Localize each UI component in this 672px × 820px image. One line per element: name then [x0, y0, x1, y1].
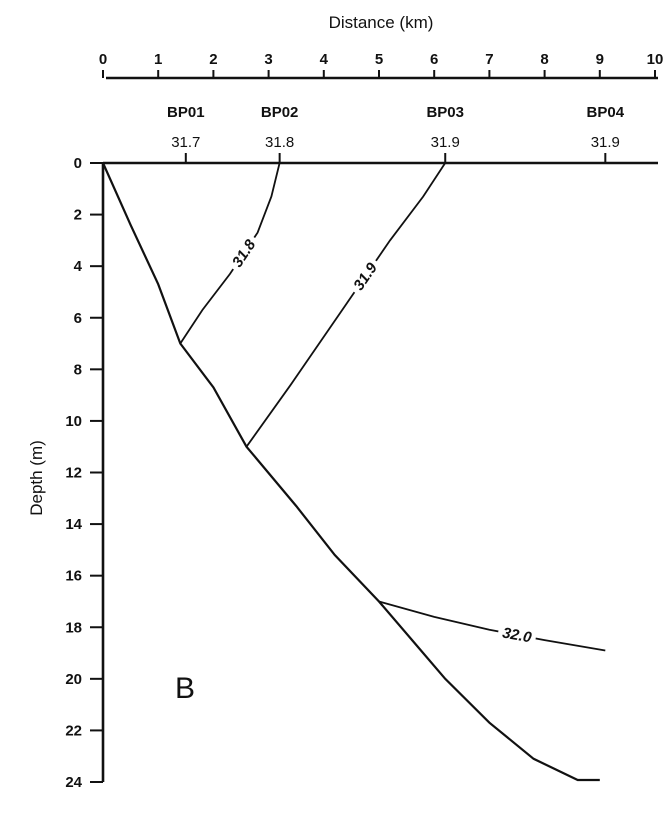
x-tick-label: 5 [375, 51, 383, 68]
panel-label: B [175, 672, 195, 705]
station-value-label: 31.9 [591, 134, 620, 151]
contour-line-31-9 [245, 162, 446, 448]
station-name-label: BP02 [261, 104, 299, 121]
contour-line-31-8 [179, 162, 281, 344]
x-axis-ticks: 0 1 2 3 4 5 6 7 8 9 10 [99, 51, 664, 78]
station-name-label: BP03 [426, 104, 464, 121]
y-tick-label: 16 [65, 568, 82, 585]
y-tick-label: 0 [74, 155, 82, 172]
contour-label-gap [496, 621, 538, 649]
x-tick-label: 2 [209, 51, 217, 68]
isohaline-contours: 31.831.932.0 [179, 162, 606, 652]
y-tick-label: 24 [65, 774, 82, 791]
contour-line-32-0 [378, 600, 606, 652]
x-axis-title: Distance (km) [329, 13, 434, 32]
contour-label: 32.0 [501, 624, 533, 646]
y-tick-label: 4 [74, 258, 83, 275]
station-markers: BP01 31.7 BP02 31.8 BP03 31.9 BP04 31.9 [167, 104, 625, 163]
y-tick-label: 2 [74, 207, 82, 224]
x-tick-label: 8 [540, 51, 548, 68]
y-tick-label: 8 [74, 361, 82, 378]
x-tick-label: 4 [320, 51, 329, 68]
x-tick-label: 6 [430, 51, 438, 68]
y-axis-title: Depth (m) [27, 440, 46, 516]
y-tick-label: 12 [65, 465, 82, 482]
station-name-label: BP01 [167, 104, 205, 121]
y-tick-label: 20 [65, 671, 82, 688]
contour-label-gap [224, 231, 263, 275]
y-tick-label: 14 [65, 516, 82, 533]
station-value-label: 31.8 [265, 134, 294, 151]
y-tick-label: 10 [65, 413, 82, 430]
contour-label-gap [346, 255, 385, 298]
x-tick-label: 1 [154, 51, 162, 68]
x-tick-label: 7 [485, 51, 493, 68]
y-tick-label: 22 [65, 722, 82, 739]
bottom-profile-line [101, 162, 600, 782]
y-tick-label: 6 [74, 310, 82, 327]
station-value-label: 31.7 [171, 134, 200, 151]
x-tick-label: 0 [99, 51, 107, 68]
station-name-label: BP04 [587, 104, 625, 121]
station-value-label: 31.9 [431, 134, 460, 151]
x-tick-label: 9 [596, 51, 604, 68]
x-tick-label: 3 [264, 51, 272, 68]
x-tick-label: 10 [647, 51, 664, 68]
y-tick-label: 18 [65, 619, 82, 636]
